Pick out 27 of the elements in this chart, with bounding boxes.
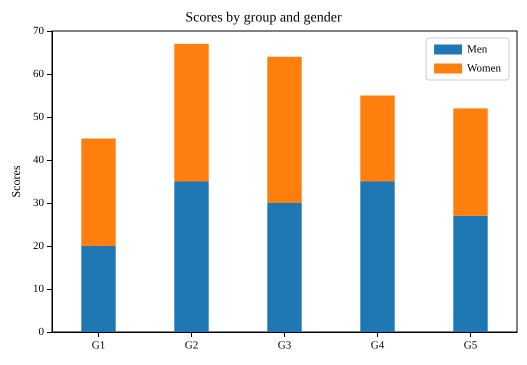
x-tick-label: G2: [184, 340, 198, 352]
legend-label: Women: [467, 62, 502, 74]
bar: [267, 203, 302, 332]
bar: [174, 182, 209, 332]
bar: [81, 138, 116, 246]
bar: [453, 108, 488, 216]
bar: [360, 182, 395, 332]
x-tick-label: G5: [464, 340, 478, 352]
y-tick-label: 60: [33, 68, 44, 80]
y-tick-label: 70: [33, 25, 44, 37]
bar: [453, 216, 488, 332]
y-tick-label: 40: [33, 154, 44, 166]
x-tick-label: G4: [370, 340, 385, 352]
y-tick-label: 10: [33, 283, 44, 295]
y-tick-label: 50: [33, 111, 44, 123]
y-tick-label: 20: [33, 240, 44, 252]
y-axis-title: Scores: [9, 165, 23, 198]
y-tick-label: 0: [38, 326, 44, 338]
bar: [360, 96, 395, 182]
legend-label: Men: [467, 44, 488, 56]
bar: [174, 44, 209, 182]
bar: [267, 56, 302, 203]
chart-title: Scores by group and gender: [185, 10, 342, 26]
x-tick-label: G3: [278, 340, 292, 352]
y-tick-label: 30: [33, 197, 44, 209]
bar: [81, 246, 116, 332]
x-tick-label: G1: [92, 340, 106, 352]
